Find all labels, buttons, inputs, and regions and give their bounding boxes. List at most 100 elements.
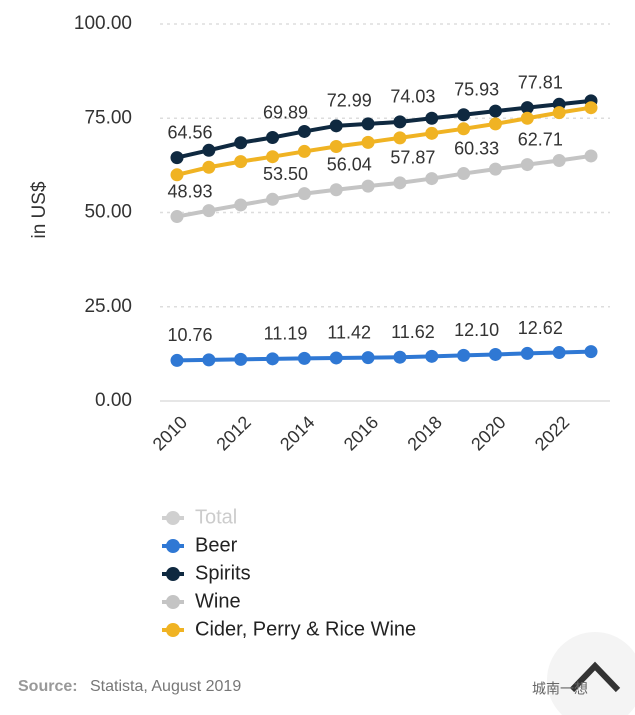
- data-label: 60.33: [454, 138, 499, 158]
- data-point: [393, 350, 407, 364]
- data-point: [584, 149, 598, 163]
- data-point: [234, 352, 248, 366]
- y-axis-label: in US$: [29, 181, 50, 238]
- x-tick-label: 2010: [149, 412, 191, 454]
- data-point: [202, 160, 216, 174]
- data-point: [297, 144, 311, 158]
- data-label: 12.10: [454, 320, 499, 340]
- data-point: [329, 183, 343, 197]
- data-point: [361, 351, 375, 365]
- data-point: [488, 104, 502, 118]
- data-point: [202, 143, 216, 157]
- data-label: 69.89: [263, 102, 308, 122]
- up-arrow: [569, 661, 621, 693]
- data-point: [234, 136, 248, 150]
- watermark: 城南一想: [532, 681, 588, 697]
- x-tick-label: 2020: [467, 412, 509, 454]
- data-point: [297, 187, 311, 201]
- data-label: 11.19: [264, 324, 308, 344]
- data-point: [520, 101, 534, 115]
- data-point: [488, 117, 502, 131]
- source-label: Source:: [18, 678, 78, 695]
- y-tick-label: 50.00: [84, 202, 132, 223]
- data-point: [584, 345, 598, 359]
- data-point: [488, 347, 502, 361]
- data-point: [266, 150, 280, 164]
- data-label: 77.81: [518, 72, 563, 92]
- data-point: [425, 126, 439, 140]
- legend-label[interactable]: Spirits: [195, 562, 251, 584]
- x-tick-label: 2022: [531, 412, 573, 454]
- data-point: [425, 349, 439, 363]
- data-point: [552, 106, 566, 120]
- data-point: [202, 204, 216, 218]
- legend-label[interactable]: Total: [195, 506, 237, 528]
- data-point: [520, 111, 534, 125]
- data-point: [202, 353, 216, 367]
- data-label: 62.71: [518, 129, 563, 149]
- data-point: [234, 155, 248, 169]
- legend-swatch: [166, 539, 180, 553]
- data-label: 57.87: [390, 148, 435, 168]
- data-label: 12.62: [518, 318, 563, 338]
- y-tick-label: 0.00: [95, 390, 132, 411]
- data-point: [584, 101, 598, 115]
- y-tick-label: 25.00: [84, 296, 132, 317]
- data-label: 11.62: [391, 322, 435, 342]
- data-point: [329, 351, 343, 365]
- data-point: [393, 131, 407, 145]
- data-point: [393, 115, 407, 129]
- data-point: [520, 158, 534, 172]
- data-label: 64.56: [167, 122, 212, 142]
- data-point: [266, 192, 280, 206]
- data-point: [329, 119, 343, 133]
- legend-label[interactable]: Beer: [195, 534, 238, 556]
- x-tick-label: 2012: [212, 412, 254, 454]
- data-point: [425, 172, 439, 186]
- legend-swatch: [166, 567, 180, 581]
- data-label: 53.50: [263, 164, 308, 184]
- data-point: [457, 108, 471, 122]
- data-point: [170, 151, 184, 165]
- legend-label[interactable]: Wine: [195, 590, 241, 612]
- data-point: [393, 176, 407, 190]
- data-point: [425, 111, 439, 125]
- data-point: [266, 352, 280, 366]
- data-point: [457, 348, 471, 362]
- data-point: [552, 346, 566, 360]
- data-label: 10.76: [167, 325, 212, 345]
- data-point: [170, 353, 184, 367]
- data-point: [329, 140, 343, 154]
- data-point: [552, 153, 566, 167]
- legend-swatch: [166, 623, 180, 637]
- source: Statista, August 2019: [90, 678, 241, 695]
- data-point: [266, 131, 280, 145]
- data-label: 11.42: [327, 323, 371, 343]
- data-point: [170, 210, 184, 224]
- data-point: [457, 122, 471, 136]
- data-point: [361, 179, 375, 193]
- data-point: [170, 168, 184, 182]
- legend-swatch: [166, 595, 180, 609]
- data-label: 56.04: [327, 154, 372, 174]
- data-point: [297, 351, 311, 365]
- data-point: [488, 162, 502, 176]
- data-label: 72.99: [327, 91, 372, 111]
- data-point: [361, 135, 375, 149]
- x-tick-label: 2016: [340, 412, 382, 454]
- x-tick-label: 2014: [276, 412, 318, 454]
- data-point: [457, 167, 471, 181]
- data-label: 48.93: [167, 181, 212, 201]
- data-label: 74.03: [390, 87, 435, 107]
- data-point: [520, 346, 534, 360]
- x-tick-label: 2018: [403, 412, 445, 454]
- data-point: [234, 198, 248, 212]
- y-tick-label: 100.00: [74, 13, 132, 34]
- data-label: 75.93: [454, 79, 499, 99]
- y-tick-label: 75.00: [84, 107, 132, 128]
- data-point: [297, 124, 311, 138]
- legend-swatch: [166, 511, 180, 525]
- legend-label[interactable]: Cider, Perry & Rice Wine: [195, 618, 416, 640]
- data-point: [361, 117, 375, 131]
